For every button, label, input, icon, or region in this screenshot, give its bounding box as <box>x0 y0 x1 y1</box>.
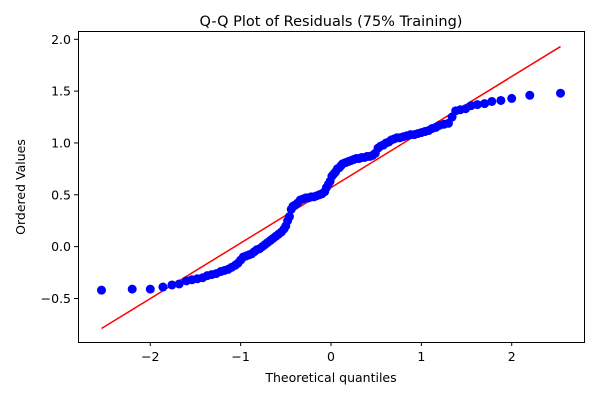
x-axis-ticks: −2 −1 0 1 2 <box>141 342 516 364</box>
x-tick-label: 0 <box>327 349 335 364</box>
data-point <box>174 279 184 289</box>
data-point <box>496 95 506 105</box>
y-tick-label: 2.0 <box>51 32 71 47</box>
y-tick-label: 1.0 <box>51 135 71 150</box>
data-point <box>167 280 177 290</box>
data-point <box>127 284 137 294</box>
data-point <box>158 282 168 292</box>
x-tick-label: −1 <box>231 349 249 364</box>
x-axis-label: Theoretical quantiles <box>264 370 396 385</box>
data-point <box>96 285 106 295</box>
y-tick-label: 0.0 <box>51 239 71 254</box>
plot-frame <box>78 31 585 343</box>
data-point <box>472 100 482 110</box>
y-axis-label: Ordered Values <box>13 139 28 235</box>
data-point <box>507 93 517 103</box>
data-point <box>480 99 490 109</box>
x-tick-label: 2 <box>508 349 516 364</box>
y-axis-ticks: −0.5 0.0 0.5 1.0 1.5 2.0 <box>41 32 78 306</box>
data-point <box>284 212 294 222</box>
data-point <box>145 284 155 294</box>
x-tick-label: −2 <box>141 349 159 364</box>
x-tick-label: 1 <box>417 349 425 364</box>
y-tick-label: 0.5 <box>51 187 71 202</box>
chart-title: Q-Q Plot of Residuals (75% Training) <box>200 14 463 30</box>
data-point <box>487 96 497 106</box>
plot-area <box>96 45 566 330</box>
y-tick-label: −0.5 <box>41 291 71 306</box>
y-tick-label: 1.5 <box>51 84 71 99</box>
data-point <box>556 88 566 98</box>
data-point <box>525 90 535 100</box>
